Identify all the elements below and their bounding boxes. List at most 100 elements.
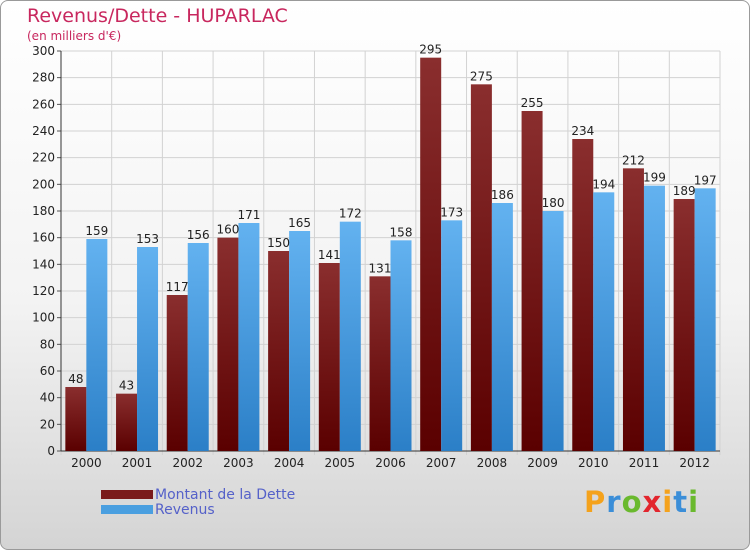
x-tick-label: 2005 xyxy=(325,456,356,470)
bar-revenus xyxy=(339,221,361,451)
bar-revenus xyxy=(643,185,665,451)
logo-letter: t xyxy=(673,485,689,519)
y-tick-label: 140 xyxy=(32,257,55,271)
chart-legend: Montant de la Dette Revenus xyxy=(101,486,296,518)
data-label-revenus: 172 xyxy=(339,207,362,221)
y-tick-label: 60 xyxy=(40,364,55,378)
bar-revenus xyxy=(694,188,716,452)
data-label-debt: 189 xyxy=(673,184,696,198)
legend-item-revenus: Revenus xyxy=(101,501,295,518)
data-label-debt: 141 xyxy=(318,248,341,262)
y-tick-label: 220 xyxy=(32,151,55,165)
y-tick-label: 200 xyxy=(32,177,55,191)
bar-debt xyxy=(116,393,138,451)
legend-swatch-revenus xyxy=(101,505,153,514)
data-label-debt: 275 xyxy=(470,69,493,83)
bar-debt xyxy=(673,199,695,451)
bar-revenus xyxy=(491,203,513,451)
y-tick-label: 40 xyxy=(40,391,55,405)
bar-debt xyxy=(622,168,644,452)
x-tick-label: 2011 xyxy=(629,456,660,470)
y-tick-label: 240 xyxy=(32,124,55,138)
data-label-revenus: 153 xyxy=(136,232,159,246)
bar-debt xyxy=(65,387,87,451)
bar-debt xyxy=(572,139,594,451)
bar-revenus xyxy=(137,247,159,451)
x-tick-label: 2000 xyxy=(71,456,102,470)
x-tick-label: 2003 xyxy=(223,456,254,470)
y-tick-label: 160 xyxy=(32,231,55,245)
x-tick-label: 2004 xyxy=(274,456,305,470)
data-label-revenus: 158 xyxy=(390,225,413,239)
bar-debt xyxy=(166,295,188,451)
proxiti-logo: Proxiti xyxy=(584,485,699,519)
legend-swatch-debt xyxy=(101,490,153,499)
bar-debt xyxy=(217,237,239,451)
logo-letter: i xyxy=(688,485,700,519)
x-tick-label: 2007 xyxy=(426,456,457,470)
data-label-revenus: 186 xyxy=(491,188,514,202)
bar-revenus xyxy=(289,231,311,451)
logo-letter: i xyxy=(662,485,674,519)
legend-item-debt: Montant de la Dette xyxy=(101,486,296,503)
bar-revenus xyxy=(542,211,564,451)
legend-label-revenus: Revenus xyxy=(155,501,215,518)
x-tick-label: 2002 xyxy=(172,456,203,470)
data-label-revenus: 171 xyxy=(237,208,260,222)
x-tick-label: 2010 xyxy=(578,456,609,470)
bar-debt xyxy=(521,111,543,451)
data-label-debt: 160 xyxy=(216,223,239,237)
bar-debt xyxy=(268,251,290,451)
data-label-debt: 43 xyxy=(119,379,134,393)
data-label-debt: 150 xyxy=(267,236,290,250)
bar-revenus xyxy=(593,192,615,452)
y-tick-label: 0 xyxy=(47,444,55,458)
bar-revenus xyxy=(390,240,412,451)
logo-letter: x xyxy=(642,485,663,519)
data-label-revenus: 180 xyxy=(542,196,565,210)
data-label-debt: 131 xyxy=(369,261,392,275)
data-label-debt: 255 xyxy=(521,96,544,110)
y-tick-label: 180 xyxy=(32,204,55,218)
bar-revenus xyxy=(86,239,108,451)
data-label-revenus: 197 xyxy=(694,173,717,187)
data-label-revenus: 194 xyxy=(592,177,615,191)
y-tick-label: 280 xyxy=(32,71,55,85)
bar-debt xyxy=(470,84,492,451)
x-tick-label: 2009 xyxy=(527,456,558,470)
data-label-debt: 48 xyxy=(68,372,83,386)
data-label-revenus: 165 xyxy=(288,216,311,230)
bar-revenus xyxy=(441,220,463,451)
x-tick-label: 2006 xyxy=(375,456,406,470)
chart-title: Revenus/Dette - HUPARLAC xyxy=(27,5,288,27)
data-label-revenus: 156 xyxy=(187,228,210,242)
data-label-revenus: 173 xyxy=(440,205,463,219)
bar-debt xyxy=(369,276,391,451)
x-tick-label: 2012 xyxy=(679,456,710,470)
logo-letter: P xyxy=(584,485,607,519)
y-tick-label: 300 xyxy=(32,44,55,58)
x-tick-label: 2008 xyxy=(477,456,508,470)
bar-debt xyxy=(420,57,442,452)
logo-letter: o xyxy=(621,485,643,519)
logo-letter: r xyxy=(606,485,622,519)
x-tick-label: 2001 xyxy=(122,456,153,470)
data-label-debt: 212 xyxy=(622,153,645,167)
data-label-debt: 295 xyxy=(419,43,442,57)
y-tick-label: 20 xyxy=(40,417,55,431)
bar-revenus xyxy=(187,243,209,451)
y-tick-label: 260 xyxy=(32,97,55,111)
y-tick-label: 120 xyxy=(32,284,55,298)
bar-revenus xyxy=(238,223,260,451)
chart-subtitle: (en milliers d'€) xyxy=(27,29,122,43)
y-tick-label: 80 xyxy=(40,337,55,351)
y-tick-label: 100 xyxy=(32,311,55,325)
bar-debt xyxy=(318,263,340,451)
data-label-debt: 234 xyxy=(571,124,594,138)
data-label-debt: 117 xyxy=(166,280,189,294)
data-label-revenus: 159 xyxy=(85,224,108,238)
data-label-revenus: 199 xyxy=(643,171,666,185)
legend-label-debt: Montant de la Dette xyxy=(155,486,296,503)
